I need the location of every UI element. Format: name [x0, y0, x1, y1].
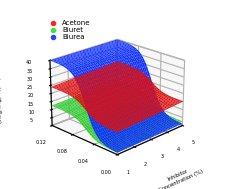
Legend: Acetone, Biuret, Biurea: Acetone, Biuret, Biurea	[46, 20, 90, 40]
X-axis label: Inhibitor
Concentration (%): Inhibitor Concentration (%)	[155, 163, 204, 189]
